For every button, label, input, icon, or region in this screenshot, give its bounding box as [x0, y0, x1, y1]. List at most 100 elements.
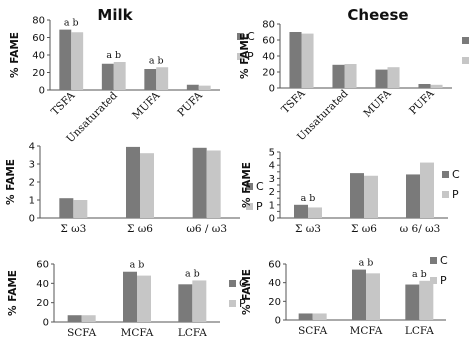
bar-p-1 — [73, 200, 88, 218]
y-tick-label: 0 — [29, 214, 35, 225]
legend-label-p: P — [440, 274, 447, 287]
bar-c-2 — [350, 173, 364, 218]
bar-p-1 — [301, 33, 314, 88]
legend-label-p: P — [247, 50, 254, 63]
y-tick-label: 20 — [262, 68, 275, 79]
bar-p-3 — [419, 280, 434, 320]
bar-p-4 — [198, 85, 211, 90]
bar-c-3 — [178, 284, 193, 322]
x-tick-label: PUFA — [407, 87, 437, 117]
x-tick-label: Σ ω3 — [60, 223, 86, 235]
bar-p-2 — [364, 175, 378, 218]
y-tick-label: 0 — [275, 316, 281, 327]
legend-swatch-c — [237, 33, 244, 40]
bar-c-2 — [101, 63, 114, 90]
bar-c-3 — [144, 69, 157, 90]
bar-c-3 — [192, 147, 207, 218]
y-tick-label: 3 — [269, 174, 275, 185]
y-tick-label: 5 — [269, 148, 275, 159]
bar-p-2 — [140, 153, 154, 218]
legend-swatch-c — [246, 183, 253, 190]
chart-panel-3: % FAME 0 1 2 3 4 Σ ω3 Σ ω6 ω6 / ω3 CP — [5, 142, 264, 236]
significance-label: a b — [106, 50, 121, 61]
y-tick-label: 3 — [29, 160, 35, 171]
x-tick-label: SCFA — [67, 327, 97, 339]
y-tick-label: 20 — [32, 68, 45, 79]
y-axis-label: % FAME — [239, 33, 251, 79]
significance-label: a b — [149, 55, 164, 66]
bar-p-2 — [344, 64, 357, 88]
legend-label-c: C — [247, 30, 255, 43]
legend-label-c: C — [452, 168, 460, 181]
legend-swatch-p — [462, 57, 469, 64]
significance-label: a b — [412, 269, 427, 280]
y-tick-label: 60 — [36, 260, 49, 271]
significance-label: a b — [301, 193, 316, 204]
x-tick-label: MCFA — [350, 325, 383, 337]
bar-p-4 — [430, 84, 443, 88]
legend-swatch-c — [430, 257, 437, 264]
legend-swatch-c — [229, 280, 236, 287]
x-tick-label: LCFA — [178, 327, 207, 339]
bar-c-1 — [298, 313, 313, 320]
legend-label-c: C — [440, 254, 448, 267]
y-tick-label: 60 — [262, 36, 275, 47]
bar-c-2 — [352, 269, 366, 320]
y-axis-label: % FAME — [5, 159, 17, 205]
bar-c-2 — [126, 146, 140, 218]
y-tick-label: 20 — [36, 298, 49, 309]
significance-label: a b — [64, 18, 79, 29]
x-tick-label: TSFA — [279, 87, 308, 116]
bar-c-2 — [332, 64, 345, 88]
bar-c-1 — [67, 315, 82, 322]
legend-swatch-p — [246, 203, 253, 210]
bar-p-2 — [137, 275, 151, 322]
legend-label-c: C — [239, 277, 247, 290]
bar-c-1 — [289, 32, 302, 88]
bar-p-3 — [387, 67, 400, 88]
legend-swatch-p — [237, 53, 244, 60]
y-tick-label: 60 — [268, 260, 281, 271]
legend-swatch-p — [430, 277, 437, 284]
legend-label-p: P — [256, 200, 263, 213]
legend-swatch-c — [462, 37, 469, 44]
y-tick-label: 0 — [39, 86, 45, 97]
x-tick-label: Σ ω6 — [127, 223, 153, 235]
y-axis-label: % FAME — [9, 32, 21, 78]
bar-c-4 — [186, 84, 199, 90]
y-tick-label: 20 — [268, 297, 281, 308]
y-tick-label: 1 — [29, 196, 35, 207]
bar-p-1 — [308, 207, 322, 218]
x-tick-label: MCFA — [121, 327, 154, 339]
y-tick-label: 0 — [43, 318, 49, 329]
y-tick-label: 40 — [32, 51, 45, 62]
significance-label: a b — [359, 258, 374, 269]
x-tick-label: MUFA — [361, 87, 394, 120]
x-tick-label: PUFA — [175, 89, 205, 119]
x-tick-label: Σ ω6 — [351, 223, 377, 235]
x-tick-label: TSFA — [49, 89, 78, 118]
bar-c-3 — [375, 69, 388, 88]
y-tick-label: 40 — [268, 278, 281, 289]
significance-label: a b — [185, 268, 200, 279]
bar-p-3 — [156, 67, 169, 90]
chart-panel-5: % FAME 0 20 40 60 SCFA a b MCFA a b LCFA CP — [7, 260, 247, 340]
significance-label: a b — [130, 260, 145, 271]
y-axis-label: % FAME — [7, 270, 19, 316]
y-tick-label: 40 — [262, 52, 275, 63]
chart-title: Milk — [97, 6, 133, 24]
y-tick-label: 1 — [269, 200, 275, 211]
x-tick-label: MUFA — [130, 89, 163, 122]
bar-c-2 — [123, 271, 137, 322]
x-tick-label: SCFA — [298, 325, 328, 337]
legend-swatch-p — [442, 191, 449, 198]
y-tick-label: 2 — [29, 178, 35, 189]
x-tick-label: LCFA — [405, 325, 434, 337]
x-tick-label: ω 6/ ω3 — [400, 223, 441, 235]
bar-p-1 — [312, 313, 327, 320]
bar-c-1 — [59, 29, 72, 90]
